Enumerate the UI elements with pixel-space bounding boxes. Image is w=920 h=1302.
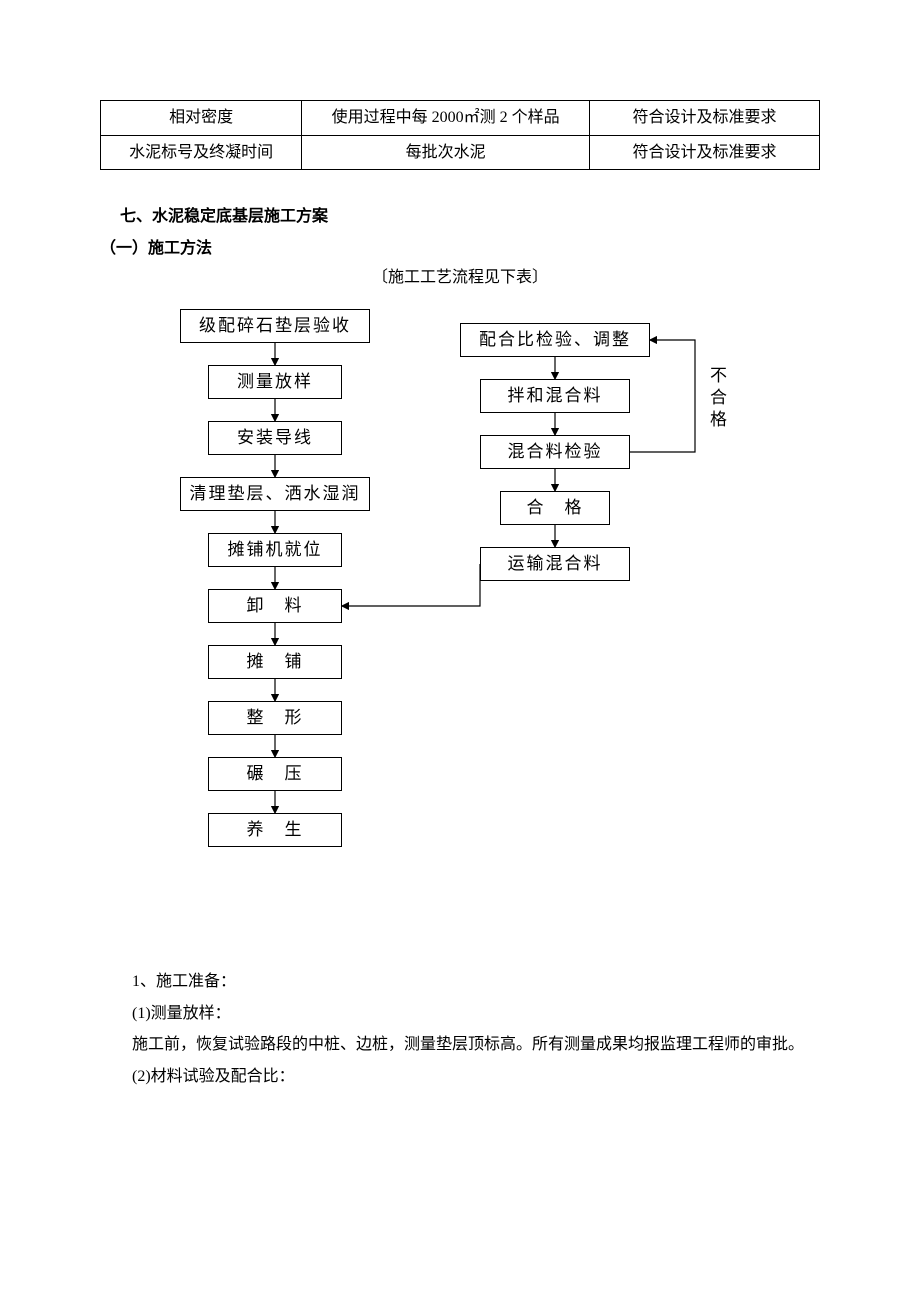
body-paragraph: (2)材料试验及配合比： bbox=[100, 1064, 820, 1090]
cell: 符合设计及标准要求 bbox=[589, 101, 819, 136]
subsection-heading: （一）施工方法 bbox=[100, 236, 820, 262]
flowchart-node: 混合料检验 bbox=[480, 435, 630, 469]
cell: 使用过程中每 2000㎡测 2 个样品 bbox=[302, 101, 590, 136]
flowchart-node: 拌和混合料 bbox=[480, 379, 630, 413]
cell: 相对密度 bbox=[101, 101, 302, 136]
table-row: 相对密度 使用过程中每 2000㎡测 2 个样品 符合设计及标准要求 bbox=[101, 101, 820, 136]
feedback-label: 不合格 bbox=[710, 365, 727, 431]
flowchart-node: 配合比检验、调整 bbox=[460, 323, 650, 357]
flowchart-node: 清理垫层、洒水湿润 bbox=[180, 477, 370, 511]
body-paragraph: (1)测量放样： bbox=[100, 1001, 820, 1027]
flowchart-node: 摊 铺 bbox=[208, 645, 342, 679]
flowchart-node: 安装导线 bbox=[208, 421, 342, 455]
flowchart-node: 整 形 bbox=[208, 701, 342, 735]
flowchart-node: 摊铺机就位 bbox=[208, 533, 342, 567]
flowchart-node: 卸 料 bbox=[208, 589, 342, 623]
flowchart-node: 测量放样 bbox=[208, 365, 342, 399]
process-flowchart: 级配碎石垫层验收测量放样安装导线清理垫层、洒水湿润摊铺机就位卸 料摊 铺整 形碾… bbox=[100, 309, 820, 949]
body-text: 1、施工准备： (1)测量放样： 施工前，恢复试验路段的中桩、边桩，测量垫层顶标高。… bbox=[100, 969, 820, 1089]
flowchart-node: 养 生 bbox=[208, 813, 342, 847]
section-heading: 七、水泥稳定底基层施工方案 bbox=[120, 204, 820, 230]
cell: 水泥标号及终凝时间 bbox=[101, 135, 302, 170]
flowchart-node: 合 格 bbox=[500, 491, 610, 525]
cell: 每批次水泥 bbox=[302, 135, 590, 170]
spec-table: 相对密度 使用过程中每 2000㎡测 2 个样品 符合设计及标准要求 水泥标号及… bbox=[100, 100, 820, 170]
flowchart-node: 级配碎石垫层验收 bbox=[180, 309, 370, 343]
body-paragraph: 1、施工准备： bbox=[100, 969, 820, 995]
flowchart-node: 运输混合料 bbox=[480, 547, 630, 581]
cell: 符合设计及标准要求 bbox=[589, 135, 819, 170]
body-paragraph: 施工前，恢复试验路段的中桩、边桩，测量垫层顶标高。所有测量成果均报监理工程师的审… bbox=[100, 1032, 820, 1058]
diagram-caption: 〔施工工艺流程见下表〕 bbox=[100, 265, 820, 291]
flowchart-node: 碾 压 bbox=[208, 757, 342, 791]
table-row: 水泥标号及终凝时间 每批次水泥 符合设计及标准要求 bbox=[101, 135, 820, 170]
